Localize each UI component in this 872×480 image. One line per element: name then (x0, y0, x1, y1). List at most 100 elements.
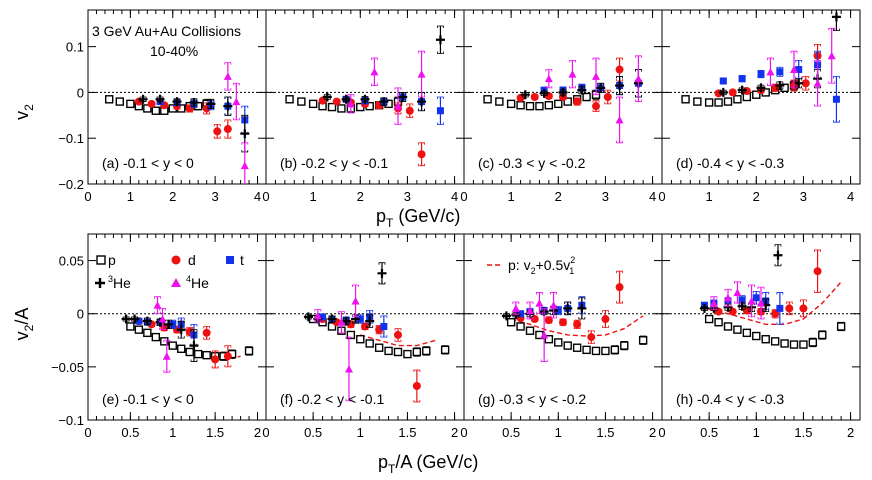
point-d (417, 150, 426, 159)
point-p (297, 97, 306, 106)
point-p (563, 97, 572, 106)
point-4He (158, 315, 167, 323)
point-p (327, 102, 337, 112)
sys-bracket-d (592, 100, 600, 113)
point-3He (121, 314, 131, 324)
bottom-xaxis-title: pT/A (GeV/c) (378, 452, 478, 476)
point-4He (417, 70, 426, 78)
x-tick-label: 4 (254, 189, 261, 204)
sys-bracket-d (224, 345, 232, 368)
point-p (714, 98, 723, 107)
point-4He (790, 65, 798, 74)
point-p (285, 95, 294, 104)
point-d (592, 102, 600, 111)
point-p (244, 346, 254, 356)
point-3He (164, 319, 174, 329)
point-p (115, 97, 124, 106)
x-tick-label: 0.5 (121, 425, 139, 440)
sys-bracket-d (224, 119, 232, 139)
legend-d-label: d (188, 252, 196, 268)
point-4He (394, 102, 402, 110)
point-4He (549, 301, 558, 309)
point-p (544, 101, 554, 110)
point-3He (563, 303, 573, 313)
sys-bracket-3He (224, 96, 232, 116)
point-p (525, 326, 535, 335)
point-3He (520, 90, 530, 100)
sys-bracket-3He (578, 297, 586, 320)
point-d (559, 318, 567, 327)
sys-bracket-d (406, 103, 414, 119)
sys-bracket-4He (371, 57, 378, 86)
point-t (738, 296, 746, 304)
point-3He (223, 101, 233, 111)
point-p (151, 106, 161, 115)
sys-bracket-3He (564, 301, 572, 316)
point-p (483, 95, 492, 104)
point-3He (189, 341, 199, 351)
point-p (525, 101, 535, 111)
point-4He (544, 74, 553, 83)
sys-bracket-d (413, 369, 421, 403)
point-p (681, 95, 690, 104)
point-t (795, 66, 803, 74)
point-d (728, 88, 737, 97)
point-d (405, 106, 414, 115)
sys-bracket-4He (345, 336, 353, 402)
point-t (776, 68, 784, 76)
point-p (126, 322, 135, 331)
point-p (516, 101, 525, 110)
point-3He (379, 97, 389, 107)
y-tick-label: −0.05 (51, 360, 84, 375)
x-tick-label: 2 (357, 189, 364, 204)
data-marks (699, 244, 846, 349)
data-marks (121, 296, 254, 373)
point-3He (341, 316, 351, 326)
top-ylabel-base: v (12, 111, 32, 120)
x-tick-label: 1 (310, 189, 317, 204)
point-d (573, 320, 582, 329)
point-d (211, 355, 220, 364)
point-d (601, 315, 610, 324)
fit-prefix: p: v (508, 257, 531, 273)
legend-he4-marker (171, 278, 181, 287)
point-3He (398, 92, 408, 102)
point-3He (435, 35, 445, 45)
figure-title: 3 GeV Au+Au Collisions (92, 23, 241, 39)
point-3He (327, 314, 337, 324)
legend-he3-marker (95, 278, 105, 288)
point-3He (539, 88, 549, 98)
point-t (738, 75, 746, 83)
point-4He (351, 296, 360, 305)
legend-fit-label: p: v2+0.5v2 1 (508, 255, 575, 276)
legend-he3-label: 3He (108, 274, 131, 291)
bottom-xlabel-sub: T (388, 462, 396, 476)
sys-bracket-3He (774, 244, 782, 267)
point-4He (540, 330, 549, 339)
point-p (151, 332, 161, 342)
x-tick-label: 2 (649, 425, 656, 440)
x-tick-label: 0 (262, 189, 269, 204)
point-4He (370, 67, 379, 76)
point-p (337, 104, 346, 113)
point-t (319, 313, 327, 321)
point-d (801, 79, 810, 88)
sys-bracket-4He (569, 59, 576, 89)
sys-bracket-4He (734, 281, 741, 304)
point-4He (733, 288, 742, 296)
x-tick-label: 0 (460, 189, 467, 204)
sys-bracket-4He (790, 50, 798, 89)
legend: p d t 3He 4He p: v2+0.5v2 1 (95, 252, 575, 291)
y-tick-label: 0.1 (66, 40, 84, 55)
legend-t-label: t (240, 252, 244, 268)
point-3He (138, 94, 148, 104)
point-4He (568, 70, 577, 78)
point-p (356, 335, 365, 344)
point-3He (206, 99, 216, 109)
x-tick-label: 3 (404, 189, 411, 204)
sys-bracket-4He (163, 339, 171, 373)
x-tick-label: 2 (254, 425, 261, 440)
point-p (752, 331, 761, 341)
x-tick-label: 4 (649, 189, 656, 204)
point-p (582, 345, 591, 355)
